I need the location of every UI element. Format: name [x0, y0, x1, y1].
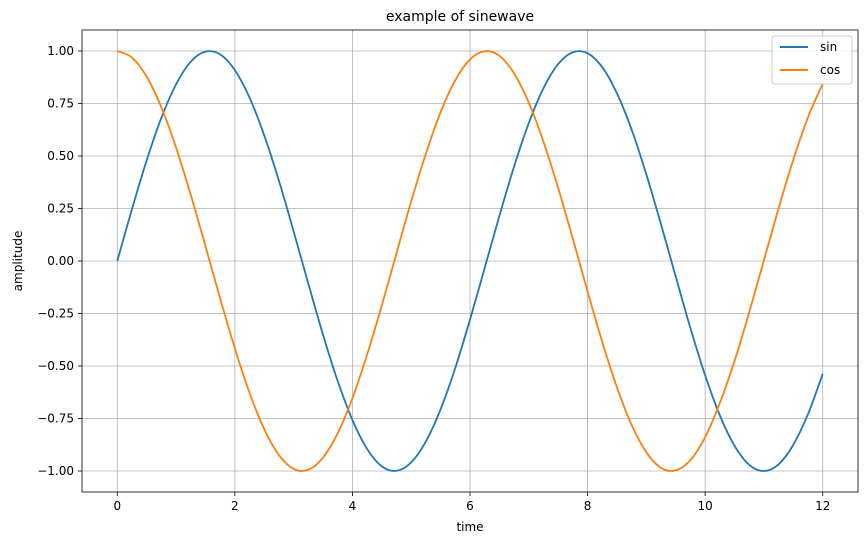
legend: sin cos	[771, 35, 853, 85]
y-tick-label: −0.25	[37, 307, 74, 321]
x-tick-label: 8	[584, 499, 592, 513]
grid-lines	[82, 30, 858, 492]
y-tick-label: −0.75	[37, 412, 74, 426]
chart-title: example of sinewave	[386, 9, 534, 25]
y-tick-label: −0.50	[37, 359, 74, 373]
x-tick-label: 0	[113, 499, 121, 513]
y-tick-label: 0.75	[47, 97, 74, 111]
legend-label-cos: cos	[820, 63, 840, 77]
x-tick-label: 6	[466, 499, 474, 513]
x-tick-label: 4	[349, 499, 357, 513]
y-tick-label: 0.00	[47, 254, 74, 268]
x-tick-label: 2	[231, 499, 239, 513]
x-tick-label: 12	[815, 499, 830, 513]
x-tick-label: 10	[698, 499, 713, 513]
axis-ticks: 0 2 4 6 8 10 12 1.00 0.75 0.50 0.25 0.00 −0.25 −0.50 −…	[37, 44, 830, 513]
x-axis-label: time	[456, 520, 483, 534]
y-tick-label: 0.50	[47, 149, 74, 163]
series-line-sin	[116, 50, 824, 472]
y-axis-label: amplitude	[11, 231, 25, 292]
series-layer	[116, 50, 824, 472]
legend-label-sin: sin	[820, 40, 837, 54]
y-tick-label: −1.00	[37, 464, 74, 478]
series-line-cos	[116, 50, 824, 472]
y-tick-label: 1.00	[47, 44, 74, 58]
y-tick-label: 0.25	[47, 202, 74, 216]
